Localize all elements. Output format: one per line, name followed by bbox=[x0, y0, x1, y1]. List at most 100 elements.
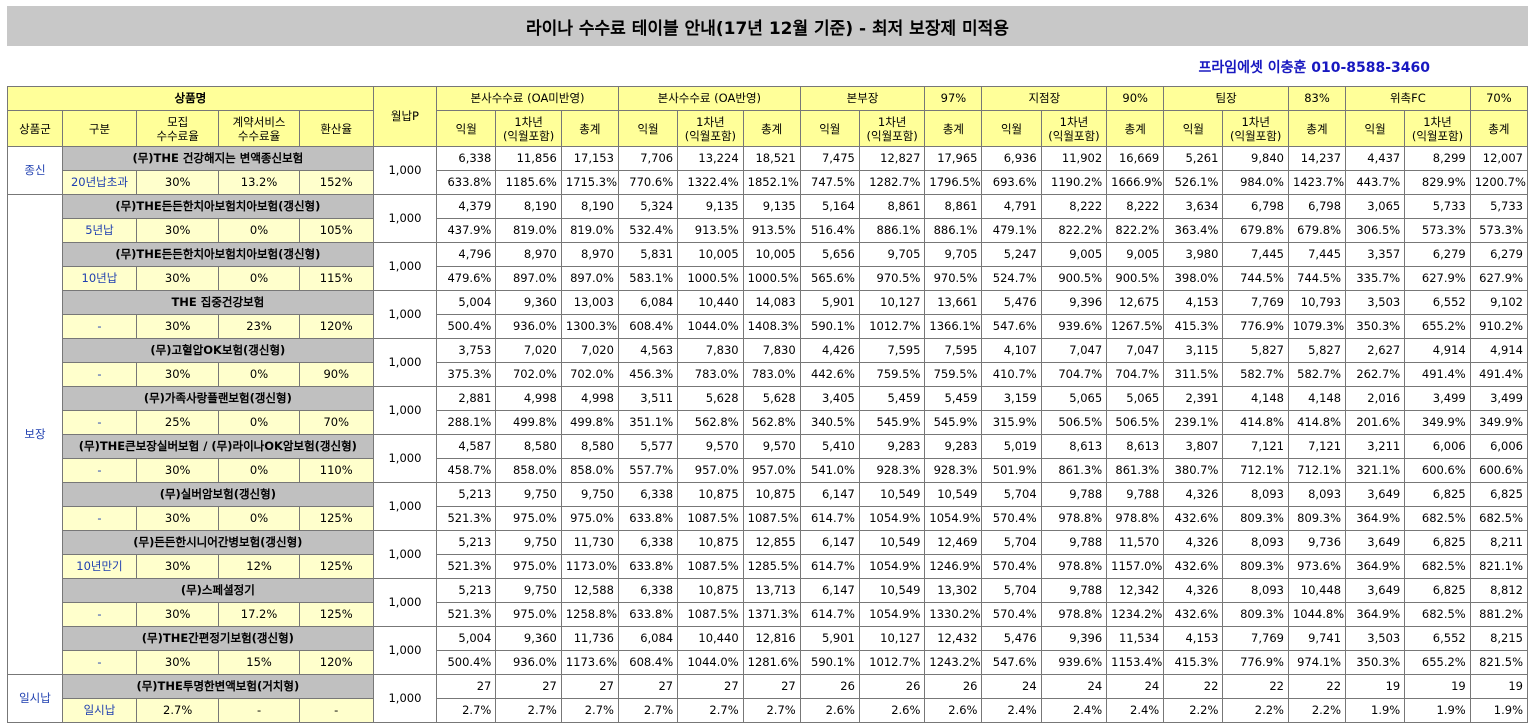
rate-cell: 978.8% bbox=[1040, 602, 1108, 627]
amount-cell: 5,831 bbox=[617, 242, 679, 267]
rate-cell: 1285.5% bbox=[742, 554, 801, 579]
amount-cell: 10,005 bbox=[742, 242, 801, 267]
amount-cell: 7,121 bbox=[1287, 434, 1347, 459]
rate-cell: 1173.0% bbox=[560, 554, 619, 579]
amount-cell: 4,587 bbox=[436, 434, 497, 459]
header-ikwol: 익월 bbox=[617, 110, 679, 147]
rate-cell: 1366.1% bbox=[924, 314, 983, 339]
rate-cell: 975.0% bbox=[495, 602, 562, 627]
rate-cell: 565.6% bbox=[799, 266, 860, 291]
amount-cell: 6,338 bbox=[617, 530, 679, 555]
rate-cell: 861.3% bbox=[1040, 458, 1108, 483]
division-cell: - bbox=[61, 362, 137, 387]
amount-cell: 9,750 bbox=[560, 482, 619, 507]
amount-cell: 5,065 bbox=[1106, 386, 1165, 411]
amount-cell: 6,279 bbox=[1404, 242, 1471, 267]
amount-cell: 5,901 bbox=[799, 290, 860, 315]
amount-cell: 3,503 bbox=[1345, 290, 1406, 315]
conversion-rate-cell: 90% bbox=[298, 362, 374, 387]
table-body: 종신 (무)THE 건강해지는 변액종신보험 1,000 6,338 11,856 17,… bbox=[7, 146, 1529, 723]
rate-cell: 1267.5% bbox=[1106, 314, 1165, 339]
rate-cell: 570.4% bbox=[981, 602, 1042, 627]
product-detail-row: 5년납 30% 0% 105% 437.9% 819.0% 819.0% 532.4% 913.… bbox=[8, 218, 1529, 243]
rate-cell: 2.2% bbox=[1163, 698, 1224, 723]
amount-cell: 6,338 bbox=[617, 482, 679, 507]
rate-cell: 1044.0% bbox=[677, 314, 744, 339]
amount-cell: 12,432 bbox=[924, 626, 983, 651]
amount-cell: 26 bbox=[924, 674, 983, 699]
amount-cell: 3,499 bbox=[1404, 386, 1471, 411]
rate-cell: 506.5% bbox=[1106, 410, 1165, 435]
product-row: 보장 (무)THE든든한치아보험치아보험(갱신형) 1,000 4,379 8,190 8… bbox=[7, 194, 1529, 675]
rate-cell: 600.6% bbox=[1404, 458, 1471, 483]
amount-cell: 9,788 bbox=[1106, 482, 1165, 507]
amount-cell: 9,788 bbox=[1040, 482, 1108, 507]
amount-cell: 4,998 bbox=[560, 386, 619, 411]
amount-cell: 6,825 bbox=[1404, 530, 1471, 555]
rate-cell: 1243.2% bbox=[924, 650, 983, 675]
header-total: 총계 bbox=[1106, 110, 1165, 147]
monthly-premium-cell: 1,000 bbox=[372, 338, 438, 387]
rate-cell: 547.6% bbox=[981, 650, 1042, 675]
amount-cell: 4,791 bbox=[981, 194, 1042, 219]
amount-cell: 9,396 bbox=[1040, 290, 1108, 315]
rate-cell: 570.4% bbox=[981, 554, 1042, 579]
rate-cell: 2.2% bbox=[1222, 698, 1289, 723]
product-row: (무)THE간편정기보험(갱신형) 1,000 5,004 9,360 11,736 6,… bbox=[8, 626, 1529, 675]
rate-cell: 776.9% bbox=[1222, 314, 1289, 339]
amount-cell: 27 bbox=[617, 674, 679, 699]
category-cell: 보장 bbox=[7, 194, 63, 675]
amount-cell: 24 bbox=[1106, 674, 1165, 699]
rate-cell: 501.9% bbox=[981, 458, 1042, 483]
rate-cell: 410.7% bbox=[981, 362, 1042, 387]
rate-cell: 744.5% bbox=[1287, 266, 1347, 291]
rate-cell: 340.5% bbox=[799, 410, 860, 435]
rate-cell: 821.5% bbox=[1469, 650, 1529, 675]
header-group-division-head-pct: 97% bbox=[924, 86, 983, 111]
amount-cell: 6,147 bbox=[799, 578, 860, 603]
division-cell: - bbox=[61, 458, 137, 483]
rate-cell: 614.7% bbox=[799, 506, 860, 531]
rate-cell: 521.3% bbox=[436, 554, 497, 579]
amount-cell: 9,005 bbox=[1040, 242, 1108, 267]
rate-cell: 2.4% bbox=[1040, 698, 1108, 723]
rate-cell: 928.3% bbox=[858, 458, 926, 483]
amount-cell: 19 bbox=[1345, 674, 1406, 699]
amount-cell: 10,127 bbox=[858, 290, 926, 315]
amount-cell: 3,649 bbox=[1345, 578, 1406, 603]
rate-cell: 970.5% bbox=[858, 266, 926, 291]
amount-cell: 5,704 bbox=[981, 530, 1042, 555]
header-total: 총계 bbox=[1287, 110, 1347, 147]
amount-cell: 6,006 bbox=[1469, 434, 1529, 459]
amount-cell: 5,261 bbox=[1163, 146, 1224, 171]
rate-cell: 1157.0% bbox=[1106, 554, 1165, 579]
rate-cell: 1423.7% bbox=[1287, 170, 1347, 195]
product-name: (무)THE투명한변액보험(거치형) bbox=[61, 674, 374, 699]
amount-cell: 12,675 bbox=[1106, 290, 1165, 315]
rate-cell: 415.3% bbox=[1163, 314, 1224, 339]
amount-cell: 4,914 bbox=[1404, 338, 1471, 363]
rate-cell: 614.7% bbox=[799, 554, 860, 579]
rate-cell: 655.2% bbox=[1404, 650, 1471, 675]
product-name: (무)THE간편정기보험(갱신형) bbox=[61, 626, 374, 651]
rate-cell: 712.1% bbox=[1222, 458, 1289, 483]
rate-cell: 432.6% bbox=[1163, 506, 1224, 531]
product-row: (무)가족사랑플랜보험(갱신형) 1,000 2,881 4,998 4,998 3,51… bbox=[8, 386, 1529, 435]
amount-cell: 5,164 bbox=[799, 194, 860, 219]
amount-cell: 27 bbox=[677, 674, 744, 699]
amount-cell: 9,396 bbox=[1040, 626, 1108, 651]
rate-cell: 633.8% bbox=[436, 170, 497, 195]
rate-cell: 1087.5% bbox=[677, 554, 744, 579]
amount-cell: 3,405 bbox=[799, 386, 860, 411]
header-group-fc-pct: 70% bbox=[1469, 86, 1529, 111]
amount-cell: 22 bbox=[1222, 674, 1289, 699]
header-category: 상품군 bbox=[7, 110, 63, 147]
rate-cell: 633.8% bbox=[617, 506, 679, 531]
rate-cell: 957.0% bbox=[742, 458, 801, 483]
amount-cell: 4,563 bbox=[617, 338, 679, 363]
amount-cell: 9,360 bbox=[495, 626, 562, 651]
collection-rate-cell: 30% bbox=[135, 362, 220, 387]
product-row: (무)고혈압OK보험(갱신형) 1,000 3,753 7,020 7,020 4,563… bbox=[8, 338, 1529, 387]
rate-cell: 1.9% bbox=[1404, 698, 1471, 723]
header-year1: 1차년 (익월포함) bbox=[495, 110, 562, 147]
